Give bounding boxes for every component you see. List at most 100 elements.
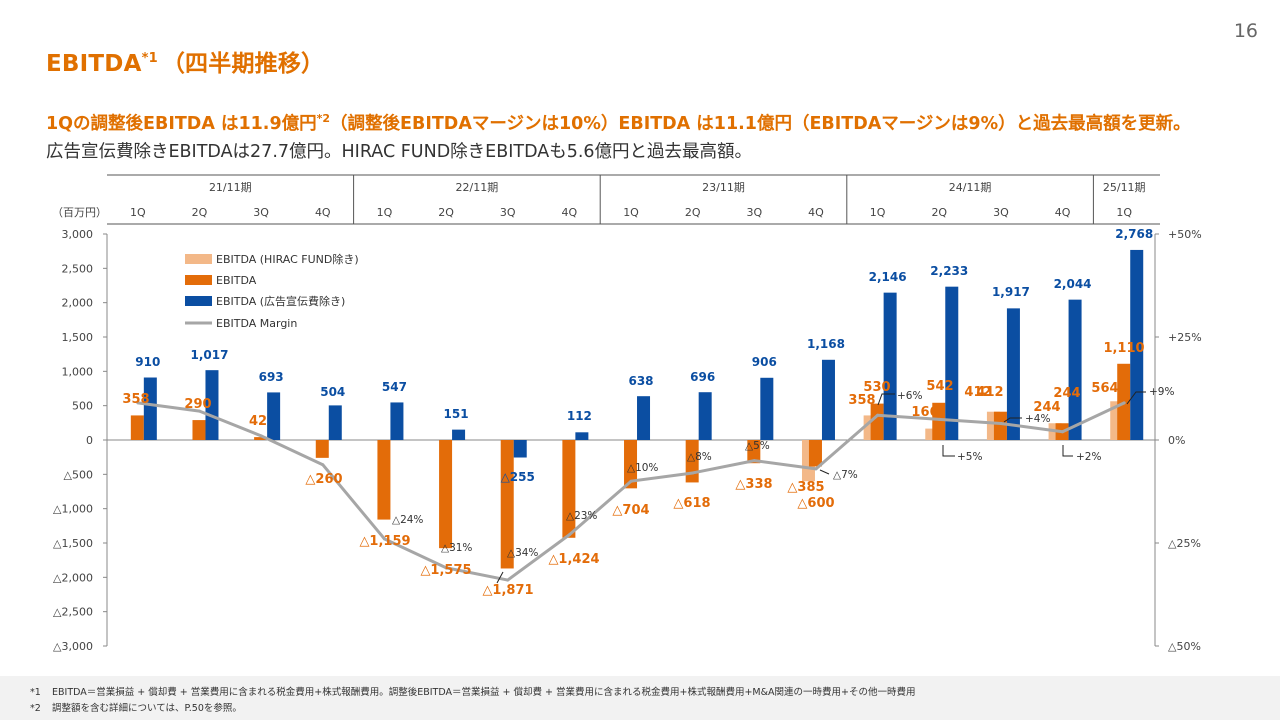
quarter-label: 4Q [808,206,824,219]
right-tick-label: +25% [1168,331,1202,344]
bar [932,402,946,440]
orange-bar-label: 42 [249,414,267,429]
left-tick-label: △3,000 [53,640,93,653]
page-number: 16 [1233,20,1258,42]
bar [808,440,822,467]
blue-bar-label: 504 [320,385,345,399]
margin-label: △7% [833,469,858,481]
bar [925,428,939,440]
margin-label: +9% [1149,386,1174,398]
orange-bar-label: 530 [863,380,890,395]
orange-bar-label: △1,871 [482,583,533,598]
bar [870,403,884,440]
blue-bar-label: 1,017 [190,348,228,362]
footnote-2: *2 調整額を含む詳細については、P.50を参照。 [30,700,242,714]
light-bar-label: 358 [848,393,875,408]
leader-line [1003,417,1022,423]
bar [500,440,514,569]
bar [315,440,329,458]
bar [377,440,391,520]
blue-bar-label: 906 [752,355,777,369]
margin-point [136,401,140,405]
blue-bar-label: 151 [444,407,469,421]
orange-bar-label: 542 [926,379,953,394]
light-bar-label: 412 [964,385,991,400]
orange-bar-label: △1,575 [420,563,471,578]
right-tick-label: 0% [1168,434,1185,447]
bar [1006,308,1020,440]
margin-point [876,413,880,417]
orange-bar-label: △260 [305,472,342,487]
title-suffix: （四半期推移） [161,51,325,77]
quarter-label: 1Q [1116,206,1132,219]
leader-line [1126,391,1146,405]
blue-bar-label: 547 [382,380,407,394]
margin-point [814,467,818,471]
margin-point [1061,430,1065,434]
quarter-label: 3Q [253,206,269,219]
quarter-label: 1Q [623,206,639,219]
bar [993,411,1007,440]
quarter-label: 1Q [870,206,886,219]
quarter-label: 2Q [685,206,701,219]
quarter-label: 3Q [746,206,762,219]
orange-bar-label: 1,110 [1103,341,1144,356]
headline: 1Qの調整後EBITDA は11.9億円*2（調整後EBITDAマージンは10%… [46,110,1191,135]
margin-point [321,463,325,467]
margin-label: +6% [897,390,922,402]
bar [945,286,959,440]
orange-bar-label: △338 [735,477,772,492]
margin-label: +2% [1076,451,1101,463]
quarter-label: 3Q [500,206,516,219]
page-title: EBITDA*1 （四半期推移） [46,44,324,78]
orange-bar-label: 358 [122,392,149,407]
left-tick-label: △500 [64,468,93,481]
left-tick-label: △1,500 [53,537,93,550]
margin-point [999,422,1003,426]
light-bar-label: 564 [1091,381,1118,396]
blue-bar-label: 2,146 [869,270,907,284]
left-tick-label: 2,500 [62,262,94,275]
quarter-label: 1Q [130,206,146,219]
margin-point [937,417,941,421]
margin-point [691,471,695,475]
quarter-label: 1Q [377,206,393,219]
margin-point [382,537,386,541]
quarter-label: 3Q [993,206,1009,219]
bar [390,402,404,440]
quarter-label: 2Q [192,206,208,219]
bar [637,396,651,440]
bar [1068,299,1082,440]
bar [130,415,144,440]
period-label: 25/11期 [1103,181,1146,194]
right-tick-label: +50% [1168,228,1202,241]
light-bar-label: 244 [1053,386,1080,401]
period-label: 23/11期 [702,181,745,194]
bar [439,440,453,549]
bar [452,429,466,440]
bar [254,437,268,440]
margin-point [752,459,756,463]
quarter-label: 2Q [438,206,454,219]
headline-part1: 1Qの調整後EBITDA は11.9億円 [46,114,317,134]
margin-point [567,533,571,537]
margin-label: △5% [745,440,770,452]
left-tick-label: △1,000 [53,503,93,516]
orange-bar-label: △618 [673,496,710,511]
right-tick-label: △50% [1168,640,1201,653]
bar [562,440,576,538]
legend-label: EBITDA Margin [216,317,297,330]
title-footnote-mark: *1 [141,51,158,67]
blue-bar-label: 910 [135,355,160,369]
bar [624,440,638,489]
bar [747,440,761,464]
left-tick-label: 1,000 [62,365,94,378]
subline: 広告宣伝費除きEBITDAは27.7億円。HIRAC FUND除きEBITDAも… [46,142,753,162]
right-tick-label: △25% [1168,537,1201,550]
blue-bar-label: △255 [501,470,535,484]
left-tick-label: △2,000 [53,571,93,584]
bar [760,377,774,440]
bar [821,359,835,440]
title-text: EBITDA [46,51,142,77]
margin-label: +4% [1025,413,1050,425]
